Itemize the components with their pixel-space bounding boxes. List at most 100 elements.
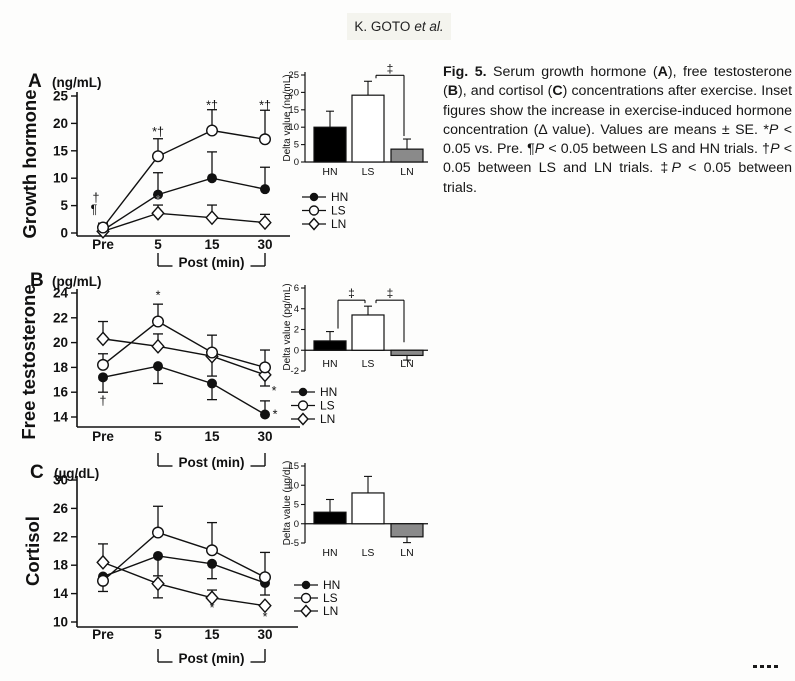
series-LN [96,204,272,239]
significance-marks: * † * * [100,288,278,421]
inset-bar-LS [351,94,385,163]
running-head-etal: et al. [414,19,444,34]
svg-text:‡: ‡ [387,61,394,75]
legend-item-HN: HN [291,385,337,399]
caption-segment: B [447,83,458,100]
svg-text:*†: *† [259,98,271,112]
svg-text:6: 6 [294,283,299,294]
page-corner-marks [753,665,778,668]
caption-segment: ) concentrations after exercise. Inset f… [443,83,793,138]
svg-text:Post (min): Post (min) [179,455,245,470]
significance-marks: †¶ *† * *† *† [91,98,271,216]
svg-text:15: 15 [288,461,299,472]
svg-text:5: 5 [294,140,299,151]
svg-text:5: 5 [294,500,299,511]
legend-item-LN: LN [294,604,338,618]
svg-text:LN: LN [323,604,338,618]
corner-dot [774,665,778,668]
caption-segment: ), free testosterone ( [443,64,793,100]
caption-segment: ), and cortisol ( [457,83,553,100]
svg-text:30: 30 [257,237,272,252]
svg-text:LS: LS [362,166,375,178]
svg-text:*: * [263,610,268,624]
inset-bar-HN [313,126,347,163]
svg-text:‡: ‡ [387,286,394,300]
series-LS [96,505,272,593]
caption-segment: < 0.05 between trials. [443,160,792,196]
corner-dot [760,665,764,668]
corner-dot [753,665,757,668]
panel-letter: A [28,71,42,92]
svg-text:HN: HN [323,578,340,592]
svg-text:10: 10 [53,171,68,186]
significance-marks: ** [210,601,268,624]
svg-text:-2: -2 [291,366,299,377]
svg-text:15: 15 [53,143,69,158]
figure-caption: Fig. 5. Serum growth hormone (A), free t… [443,63,792,198]
inset-bar-HN [313,511,347,525]
post-bracket: Post (min) [157,453,266,470]
series-HN [98,361,270,420]
svg-text:5: 5 [154,429,162,444]
svg-text:LN: LN [331,217,346,231]
svg-text:*†: *† [152,125,164,139]
y-axis-title: Free testosterone [20,284,39,439]
svg-text:25: 25 [288,70,299,81]
svg-text:10: 10 [288,122,299,133]
svg-text:HN: HN [322,547,337,559]
svg-text:30: 30 [53,473,68,488]
running-head: K. GOTO et al. [347,13,451,40]
svg-text:HN: HN [331,190,348,204]
corner-dot [767,665,771,668]
svg-text:0: 0 [294,157,299,168]
series-LS [96,109,272,234]
svg-text:†: † [93,191,100,205]
svg-text:22: 22 [53,529,68,544]
svg-text:0: 0 [294,519,299,530]
svg-text:LS: LS [320,399,335,413]
legend-item-LS: LS [291,399,335,413]
svg-text:16: 16 [53,385,69,400]
caption-segment: Serum growth hormone ( [486,64,658,80]
y-axis-unit: (pg/mL) [52,274,102,289]
svg-text:18: 18 [53,558,69,573]
caption-segment: Fig. 5. [443,64,487,80]
svg-text:*: * [273,408,278,422]
inset-y-axis-title: Delta value (µg/dL) [282,461,293,546]
inset-y-axis-title: Delta value (pg/mL) [282,283,293,370]
caption-segment: < 0.05 between LS and HN trials. † [544,141,771,158]
svg-text:18: 18 [53,360,69,375]
y-axis-unit: (µg/dL) [54,466,99,481]
running-head-author: K. GOTO [354,19,411,34]
svg-text:25: 25 [53,89,69,104]
series-LN [96,320,272,387]
legend-item-LS: LS [294,591,338,605]
svg-text:Post (min): Post (min) [179,255,245,270]
svg-text:24: 24 [53,286,69,301]
svg-text:*†: *† [206,98,218,112]
figure-panel-C: C (µg/dL) Cortisol 10 14 18 22 26 30 Pre 5 15 30 Post… [22,461,428,666]
svg-text:Post (min): Post (min) [179,651,245,666]
svg-text:20: 20 [53,335,68,350]
svg-text:2: 2 [294,325,299,336]
post-bracket: Post (min) [157,649,266,666]
caption-segment: < 0.05 between LS and LN trials. ‡ [443,141,792,177]
svg-text:HN: HN [320,385,337,399]
caption-segment: A [657,64,668,80]
svg-text:*: * [210,601,215,615]
svg-text:15: 15 [288,105,299,116]
svg-text:5: 5 [154,237,162,252]
legend-item-HN: HN [302,190,348,204]
svg-text:14: 14 [53,586,69,601]
svg-text:*: * [156,193,161,207]
figure-panel-B: B (pg/mL)Free testosterone 141618202224Pre… [20,270,428,470]
svg-text:5: 5 [60,198,68,213]
inset-bar-HN [313,340,347,351]
series-LN [96,543,272,614]
caption-segment: P [534,141,545,158]
inset-bar-LN [390,349,424,357]
